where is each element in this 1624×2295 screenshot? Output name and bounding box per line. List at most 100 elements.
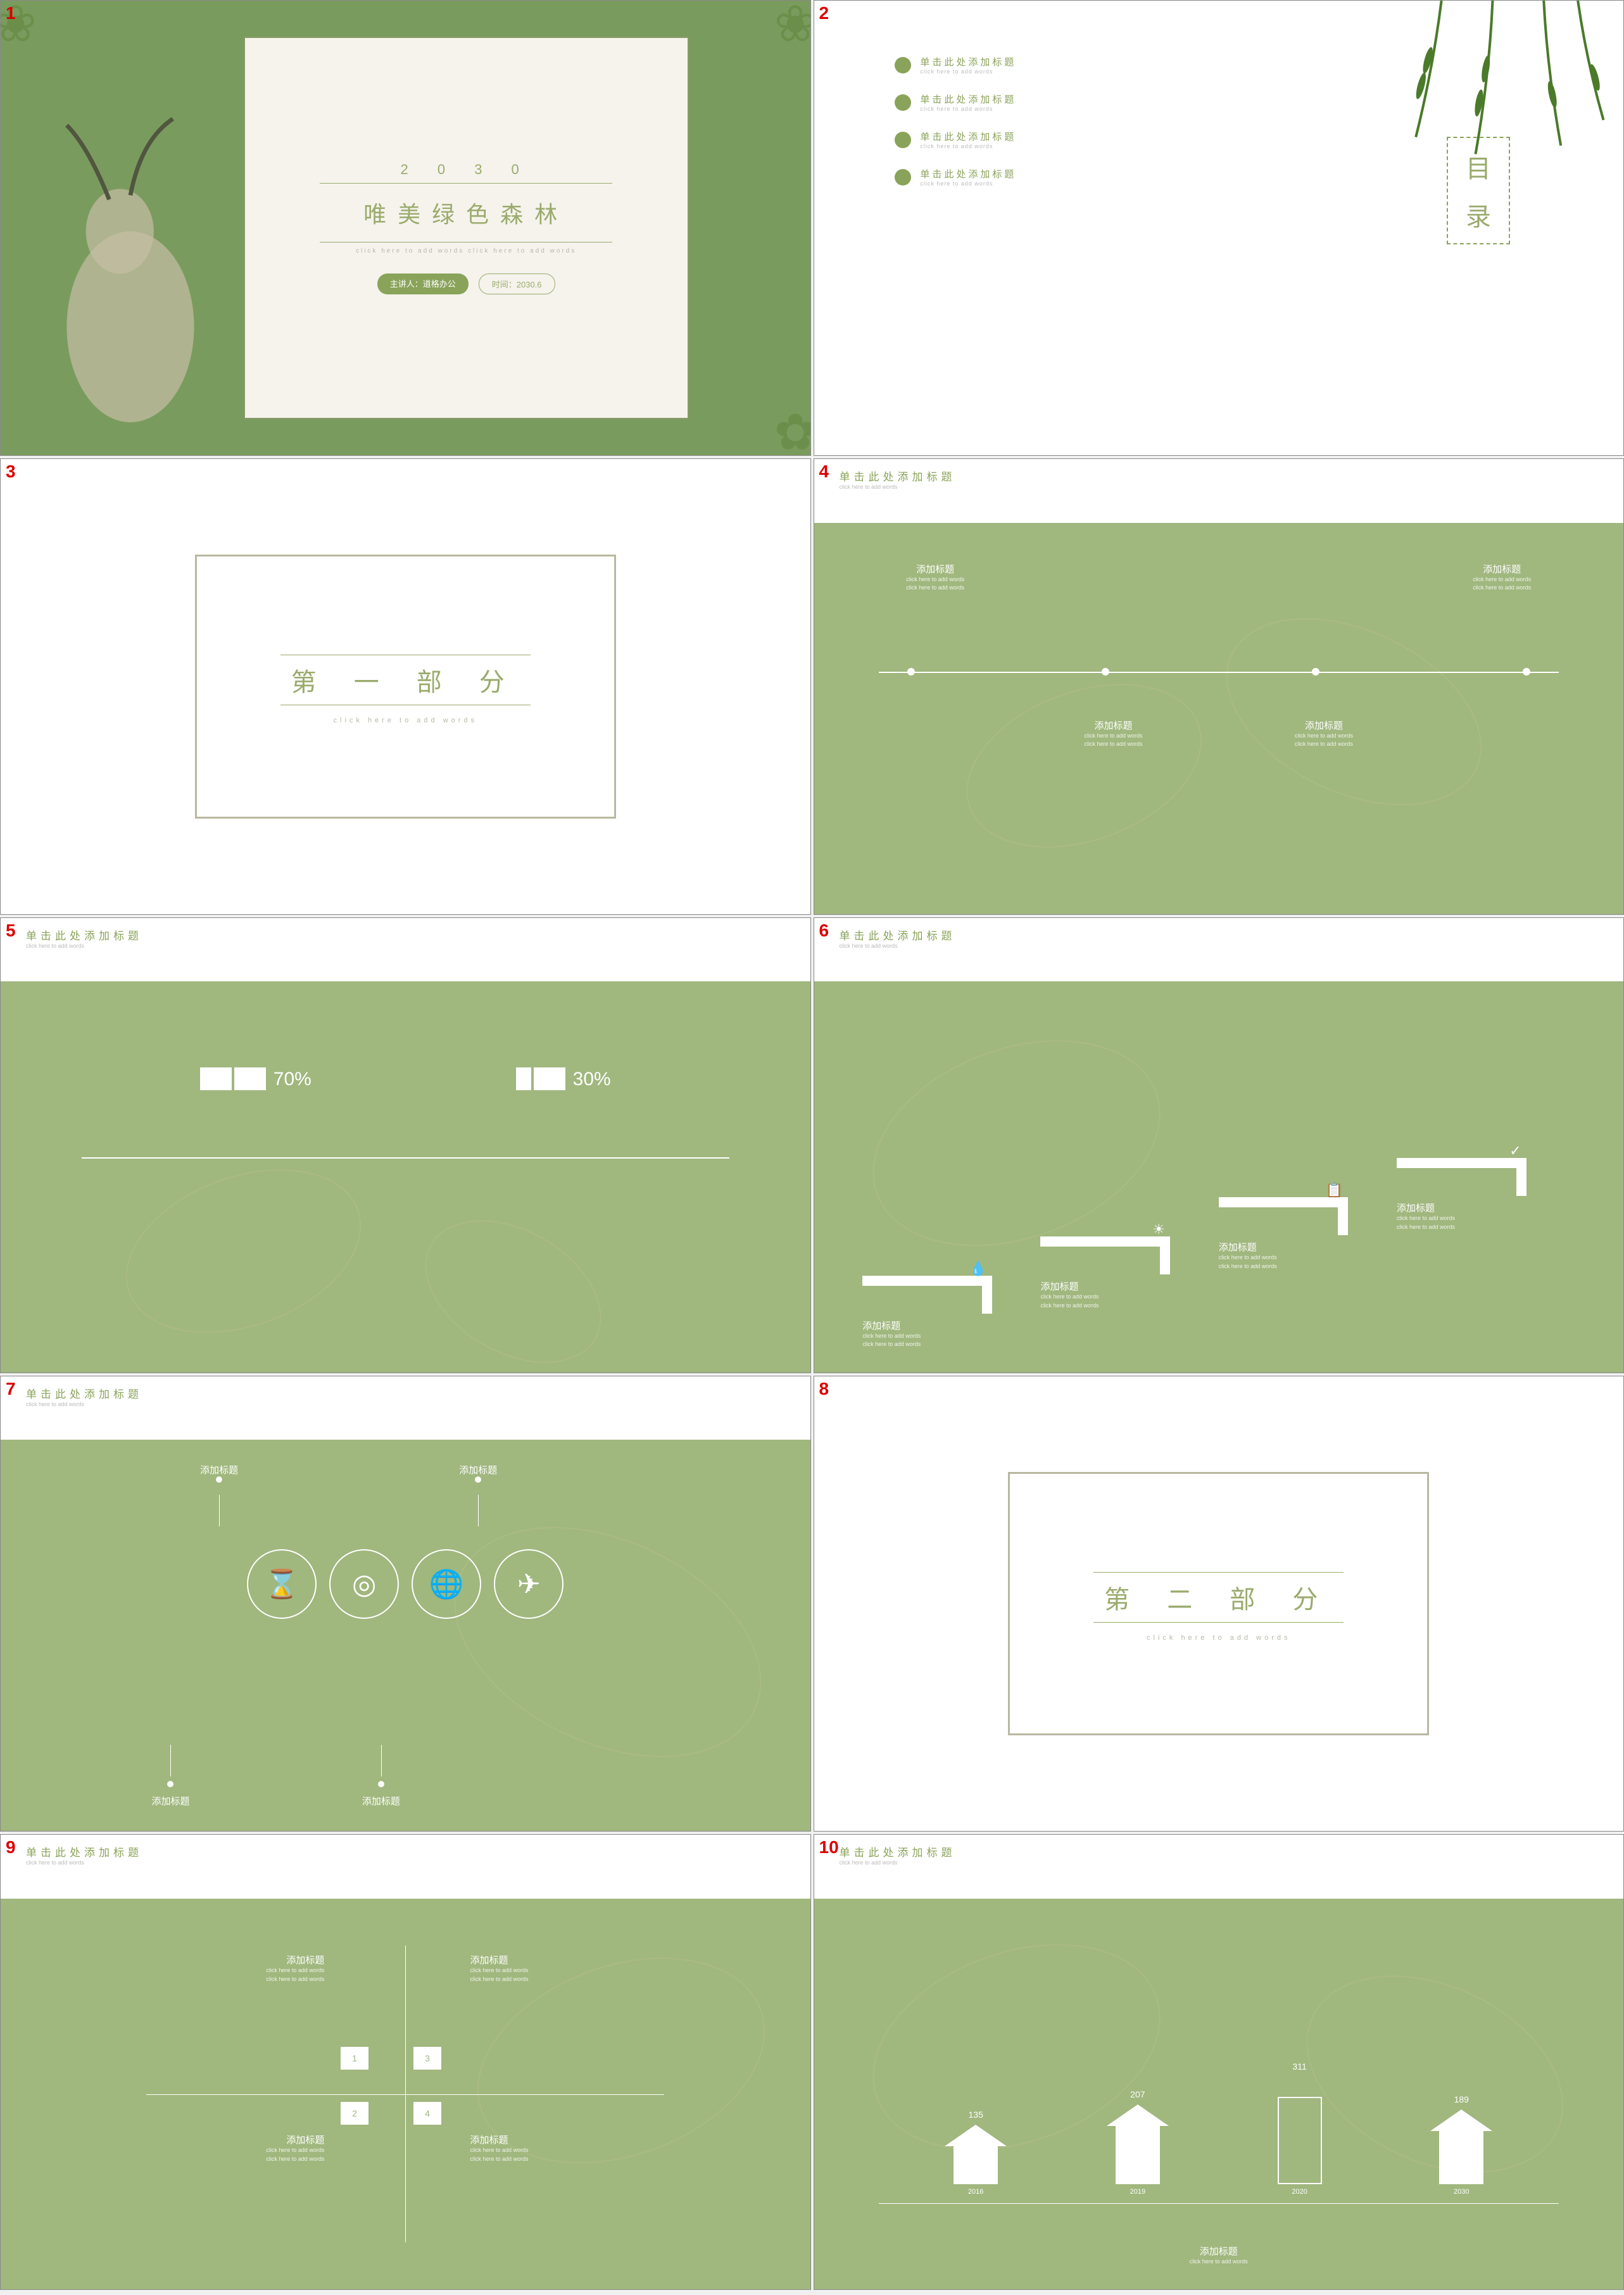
content-body: 1352016207201931120201892030 添加标题 click … [814,1899,1624,2290]
step-sub: click here to add words [1219,1262,1381,1271]
content-header: 单击此处添加标题click here to add words [814,1835,1624,1875]
content-header: 单击此处添加标题click here to add words [1,1835,810,1875]
section-frame: 第 一 部 分 click here to add words [195,555,616,819]
step-arrow-icon: ☀ [1040,1236,1170,1274]
connector-dot-icon [216,1476,222,1483]
toc-title: 单击此处添加标题 [920,167,1016,180]
baseline [82,1157,729,1159]
step-sub: click here to add words [1040,1302,1202,1311]
arrow-bar-icon: 311 [1278,2097,1322,2184]
connector-line [381,1745,382,1776]
slide-9: 9 单击此处添加标题click here to add words 1 3 2 … [0,1834,811,2290]
slide-5: 5 单击此处添加标题click here to add words 70%30% [0,917,811,1373]
slide-grid: 1 ❀ ❀ ✿ 2 0 3 0 唯美绿色森林 click here to add… [0,0,1624,2290]
toc-item: 单击此处添加标题click here to add words [895,130,1016,149]
step-title: 添加标题 [1397,1201,1559,1214]
arrow-bar-column: 2072019 [1116,2126,1160,2196]
step-icon: 📋 [1326,1182,1343,1198]
bar-year: 2030 [1439,2188,1483,2196]
timeline-dot [1102,668,1109,676]
slide-6: 6 单击此处添加标题click here to add words 💧添加标题c… [814,917,1624,1373]
section-subtitle: click here to add words [334,717,478,724]
quad-text: 添加标题click here to add wordsclick here to… [82,1953,325,1984]
date-badge: 时间：2030.6 [479,274,555,294]
flora-decor-icon: ❀ [774,0,810,53]
arrow-chart: 1352016207201931120201892030 [895,2097,1542,2196]
slide-number: 10 [819,1837,839,1858]
deer-illustration-icon [17,115,244,433]
step-arrow-icon: 💧 [862,1276,992,1314]
percent-group: 70% [200,1067,312,1090]
mulu-char: 录 [1466,196,1491,233]
leaf-bg-icon [1,981,810,1373]
header-title: 单击此处添加标题 [840,468,1599,484]
circle-label: 添加标题 [308,1781,454,1808]
contents-label-box: 目 录 [1447,137,1510,244]
connector-dot-icon [378,1781,384,1787]
feature-circle-icon: ✈ [494,1549,563,1619]
timeline-dot [907,668,915,676]
chart-label: 添加标题 click here to add words [814,2244,1624,2267]
leaf-bg-icon [814,1899,1624,2290]
content-body: 添加标题click here to add wordsclick here to… [814,523,1624,914]
arrow-bar-icon: 207 [1116,2126,1160,2184]
content-body: 70%30% [1,981,810,1373]
feature-circle-icon: 🌐 [412,1549,481,1619]
circle-label: 添加标题 [146,1463,292,1490]
bar-year: 2016 [954,2188,998,2196]
section-subtitle: click here to add words [1147,1634,1291,1642]
divider [1093,1622,1344,1623]
divider [1093,1572,1344,1573]
bullet-icon [895,57,911,73]
step-title: 添加标题 [1219,1240,1381,1254]
leaf-bg-icon [1,1440,810,1831]
bullet-icon [895,94,911,111]
toc-title: 单击此处添加标题 [920,92,1016,106]
toc-item: 单击此处添加标题click here to add words [895,167,1016,187]
quad-text: 添加标题click here to add wordsclick here to… [470,1953,714,1984]
timeline-node: 添加标题click here to add wordsclick here to… [1413,562,1591,593]
presenter-badge: 主讲人：道格办公 [377,274,469,294]
slide-number: 7 [6,1379,16,1399]
content-body: 💧添加标题click here to add wordsclick here t… [814,981,1624,1373]
step-item: 💧添加标题click here to add wordsclick here t… [862,1276,1024,1349]
slide-number: 6 [819,921,829,941]
connector-line [219,1495,220,1526]
step-item: ☀添加标题click here to add wordsclick here t… [1040,1236,1202,1310]
content-body: 1 3 2 4 添加标题click here to add wordsclick… [1,1899,810,2290]
timeline-line [879,672,1559,673]
subtitle: click here to add words click here to ad… [356,248,576,255]
step-sub: click here to add words [1397,1214,1559,1223]
step-icon: 💧 [969,1261,986,1277]
bar-value: 135 [954,2110,998,2120]
timeline-dot [1523,668,1530,676]
bar-value: 311 [1279,2061,1321,2072]
step-title: 添加标题 [1040,1280,1202,1293]
flora-decor-icon: ✿ [774,403,810,456]
quad-text: 添加标题click here to add wordsclick here to… [470,2133,714,2163]
step-icon: ☀ [1152,1221,1165,1238]
arrow-bar-column: 135 2016 [954,2146,998,2196]
feature-circle-icon: ⌛ [247,1549,317,1619]
timeline-dot [1312,668,1319,676]
toc-list: 单击此处添加标题click here to add words 单击此处添加标题c… [895,55,1016,187]
bar-icon [516,1067,531,1090]
slide-3: 3 第 一 部 分 click here to add words [0,458,811,914]
slide-number: 8 [819,1379,829,1399]
toc-title: 单击此处添加标题 [920,130,1016,143]
section-frame: 第 二 部 分 click here to add words [1008,1472,1429,1736]
arrow-bar-icon: 135 [954,2146,998,2184]
slide-1: 1 ❀ ❀ ✿ 2 0 3 0 唯美绿色森林 click here to add… [0,0,811,456]
percent-row: 70%30% [98,1067,713,1090]
toc-title: 单击此处添加标题 [920,55,1016,68]
header-sub: click here to add words [840,484,1599,490]
step-sub: click here to add words [1397,1223,1559,1232]
connector-dot-icon [475,1476,481,1483]
bar-value: 189 [1439,2094,1483,2104]
badge-row: 主讲人：道格办公 时间：2030.6 [377,274,555,294]
connector-line [170,1745,171,1776]
slide-number: 1 [6,3,16,23]
bullet-icon [895,169,911,185]
timeline-node: 添加标题click here to add wordsclick here to… [1235,719,1413,749]
willow-branch-icon [1259,1,1623,205]
